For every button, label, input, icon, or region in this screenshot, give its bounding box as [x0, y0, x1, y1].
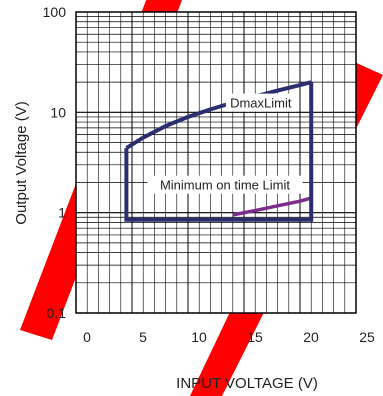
x-tick-label: 0 — [83, 329, 91, 345]
x-tick-label: 15 — [247, 329, 263, 345]
y-axis-title: Output Voltage (V) — [13, 101, 30, 224]
series-line-3 — [124, 82, 314, 222]
x-axis-title: INPUT VOLTAGE (V) — [176, 375, 318, 392]
y-tick-label: 1 — [58, 205, 66, 221]
series-line-2 — [232, 196, 312, 217]
series-line-1 — [125, 80, 312, 150]
x-tick-label: 5 — [139, 329, 147, 345]
annotation-label: DmaxLimit — [230, 96, 292, 111]
plot-area: DmaxLimit Minimum on time Limit — [124, 80, 314, 222]
plot-background — [76, 12, 356, 313]
annotation-label: Minimum on time Limit — [160, 178, 290, 193]
x-tick-label: 10 — [191, 329, 207, 345]
x-tick-label: 20 — [303, 329, 319, 345]
annotation-background — [147, 175, 303, 194]
y-tick-label: 10 — [50, 104, 66, 120]
x-tick-label: 25 — [359, 329, 375, 345]
plot-frame — [75, 11, 357, 314]
y-tick-label: 0.1 — [47, 305, 67, 321]
annotation-background — [225, 93, 296, 112]
axis-labels: 0 5 10 15 20 25 0.1 1 10 100 INPUT VOLTAGE (V) Outp… — [13, 4, 375, 392]
y-tick-label: 100 — [43, 4, 67, 20]
plot-grid — [75, 11, 357, 314]
